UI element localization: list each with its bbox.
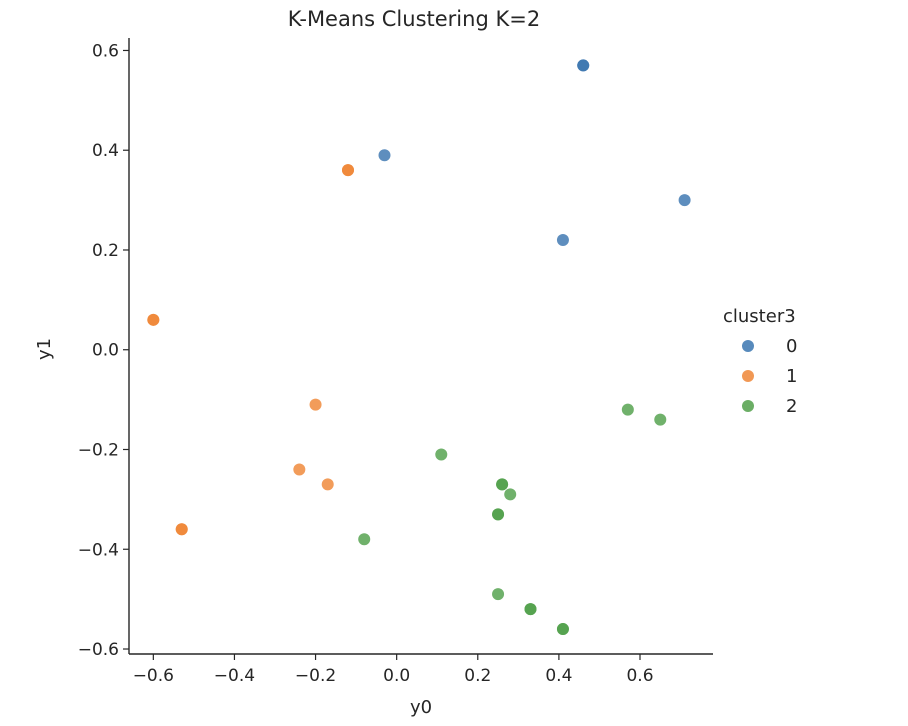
scatter-point-cluster-2 bbox=[524, 603, 537, 616]
legend-marker bbox=[742, 370, 754, 382]
scatter-point-cluster-1 bbox=[175, 523, 188, 536]
y-tick-label: 0.6 bbox=[92, 41, 119, 61]
scatter-point-cluster-2 bbox=[654, 413, 667, 426]
scatter-point-cluster-2 bbox=[621, 403, 634, 416]
x-tick-label: 0.0 bbox=[383, 666, 410, 686]
legend: cluster3 0 1 2 bbox=[723, 306, 797, 417]
points-layer bbox=[147, 59, 691, 636]
x-ticks: −0.6 −0.4 −0.2 0.0 0.2 0.4 0.6 bbox=[133, 654, 654, 686]
y-tick-label: −0.2 bbox=[78, 440, 119, 460]
legend-items: 0 1 2 bbox=[742, 336, 797, 417]
scatter-point-cluster-1 bbox=[147, 313, 160, 326]
x-tick-label: −0.6 bbox=[133, 666, 174, 686]
x-axis-label: y0 bbox=[410, 697, 432, 718]
y-tick-label: −0.6 bbox=[78, 640, 119, 660]
scatter-point-cluster-1 bbox=[321, 478, 334, 491]
scatter-point-cluster-2 bbox=[358, 533, 371, 546]
legend-marker bbox=[742, 340, 754, 352]
y-tick-label: 0.2 bbox=[92, 241, 119, 261]
x-tick-label: 0.2 bbox=[464, 666, 491, 686]
y-tick-label: −0.4 bbox=[78, 540, 119, 560]
scatter-point-cluster-1 bbox=[309, 398, 322, 411]
legend-label: 0 bbox=[786, 336, 797, 357]
scatter-point-cluster-2 bbox=[556, 623, 569, 636]
x-tick-label: −0.4 bbox=[214, 666, 255, 686]
scatter-point-cluster-0 bbox=[678, 194, 691, 207]
legend-marker bbox=[742, 400, 754, 412]
scatter-point-cluster-2 bbox=[492, 508, 505, 521]
y-axis-label: y1 bbox=[34, 338, 55, 360]
y-tick-label: 0.0 bbox=[92, 341, 119, 361]
legend-label: 2 bbox=[786, 396, 797, 417]
x-tick-label: 0.6 bbox=[626, 666, 653, 686]
y-ticks: −0.6 −0.4 −0.2 0.0 0.2 0.4 0.6 bbox=[78, 41, 129, 660]
x-tick-label: −0.2 bbox=[295, 666, 336, 686]
scatter-point-cluster-0 bbox=[556, 234, 569, 247]
legend-label: 1 bbox=[786, 366, 797, 387]
y-tick-label: 0.4 bbox=[92, 141, 119, 161]
scatter-point-cluster-2 bbox=[435, 448, 448, 461]
scatter-point-cluster-0 bbox=[577, 59, 590, 72]
scatter-point-cluster-0 bbox=[378, 149, 391, 162]
legend-title: cluster3 bbox=[723, 306, 796, 327]
scatter-point-cluster-1 bbox=[293, 463, 306, 476]
scatter-point-cluster-2 bbox=[496, 478, 509, 491]
scatter-point-cluster-2 bbox=[492, 588, 505, 601]
x-tick-label: 0.4 bbox=[545, 666, 572, 686]
scatter-point-cluster-1 bbox=[342, 164, 354, 177]
scatter-point-cluster-2 bbox=[504, 488, 517, 501]
chart-title: K-Means Clustering K=2 bbox=[288, 7, 540, 31]
